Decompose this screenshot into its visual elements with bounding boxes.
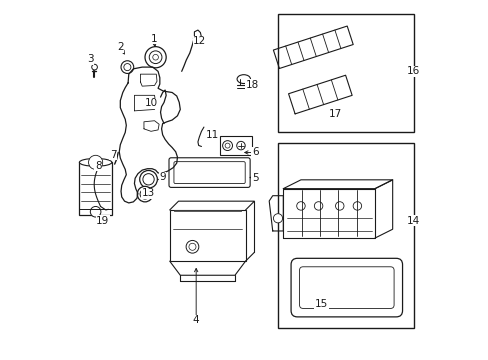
Circle shape (140, 171, 157, 188)
Circle shape (352, 202, 361, 210)
Circle shape (121, 61, 133, 73)
Circle shape (140, 189, 150, 199)
Ellipse shape (79, 158, 112, 166)
Circle shape (90, 207, 101, 217)
Circle shape (314, 202, 322, 210)
Text: 6: 6 (251, 148, 258, 157)
Text: 17: 17 (328, 109, 342, 119)
Text: 2: 2 (117, 42, 123, 52)
Text: 12: 12 (193, 36, 206, 46)
Circle shape (88, 155, 102, 170)
Circle shape (188, 243, 196, 250)
Text: 18: 18 (245, 80, 259, 90)
Text: 13: 13 (142, 188, 155, 198)
Circle shape (273, 214, 282, 223)
Text: 1: 1 (150, 34, 157, 44)
Text: 4: 4 (192, 315, 199, 325)
Circle shape (224, 143, 229, 148)
Text: 19: 19 (96, 216, 109, 226)
Circle shape (296, 202, 305, 210)
FancyBboxPatch shape (174, 162, 244, 184)
Bar (278, 14, 413, 132)
FancyBboxPatch shape (299, 267, 393, 309)
Bar (169, 210, 245, 261)
FancyBboxPatch shape (169, 158, 250, 188)
Circle shape (152, 54, 158, 60)
Circle shape (145, 47, 166, 68)
Text: 3: 3 (87, 54, 93, 64)
Bar (278, 143, 413, 328)
Circle shape (335, 202, 343, 210)
Text: 9: 9 (159, 172, 165, 182)
Circle shape (142, 174, 154, 185)
Text: 7: 7 (110, 150, 116, 159)
Text: 15: 15 (314, 299, 327, 309)
Bar (174, 210, 241, 211)
Text: 11: 11 (205, 130, 218, 140)
Circle shape (92, 64, 97, 70)
Circle shape (149, 51, 162, 64)
Text: 14: 14 (406, 216, 419, 226)
Bar (79, 162, 112, 215)
Circle shape (123, 64, 131, 71)
Circle shape (222, 141, 232, 150)
Text: 10: 10 (144, 98, 157, 108)
Text: 16: 16 (406, 66, 419, 76)
Text: 5: 5 (251, 172, 258, 183)
Bar (219, 136, 251, 155)
Circle shape (236, 141, 244, 150)
Ellipse shape (237, 75, 250, 84)
Circle shape (186, 240, 199, 253)
Text: 8: 8 (95, 161, 101, 171)
FancyBboxPatch shape (290, 258, 402, 317)
Circle shape (137, 186, 152, 202)
